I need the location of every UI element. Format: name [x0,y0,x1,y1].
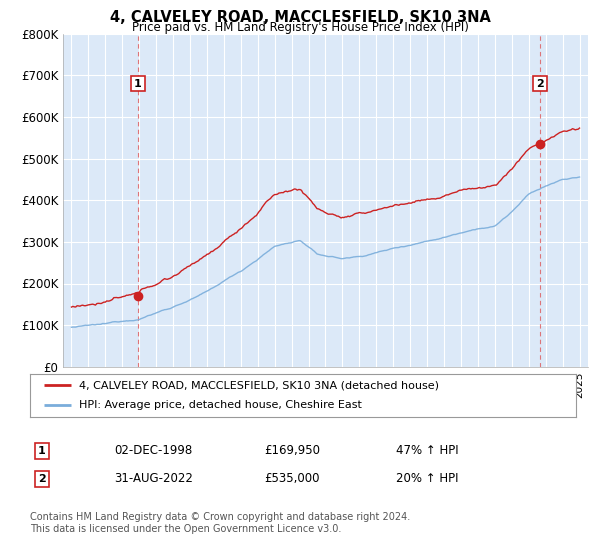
Text: 4, CALVELEY ROAD, MACCLESFIELD, SK10 3NA: 4, CALVELEY ROAD, MACCLESFIELD, SK10 3NA [110,10,490,25]
Text: 1: 1 [38,446,46,456]
Text: 20% ↑ HPI: 20% ↑ HPI [396,472,458,486]
Text: Price paid vs. HM Land Registry's House Price Index (HPI): Price paid vs. HM Land Registry's House … [131,21,469,34]
Text: Contains HM Land Registry data © Crown copyright and database right 2024.
This d: Contains HM Land Registry data © Crown c… [30,512,410,534]
Text: 47% ↑ HPI: 47% ↑ HPI [396,444,458,458]
Text: HPI: Average price, detached house, Cheshire East: HPI: Average price, detached house, Ches… [79,400,362,410]
Text: 31-AUG-2022: 31-AUG-2022 [114,472,193,486]
Text: £169,950: £169,950 [264,444,320,458]
Text: 1: 1 [134,78,142,88]
Text: £535,000: £535,000 [264,472,320,486]
Text: 2: 2 [38,474,46,484]
Text: 2: 2 [536,78,544,88]
Text: 02-DEC-1998: 02-DEC-1998 [114,444,192,458]
Text: 4, CALVELEY ROAD, MACCLESFIELD, SK10 3NA (detached house): 4, CALVELEY ROAD, MACCLESFIELD, SK10 3NA… [79,380,439,390]
